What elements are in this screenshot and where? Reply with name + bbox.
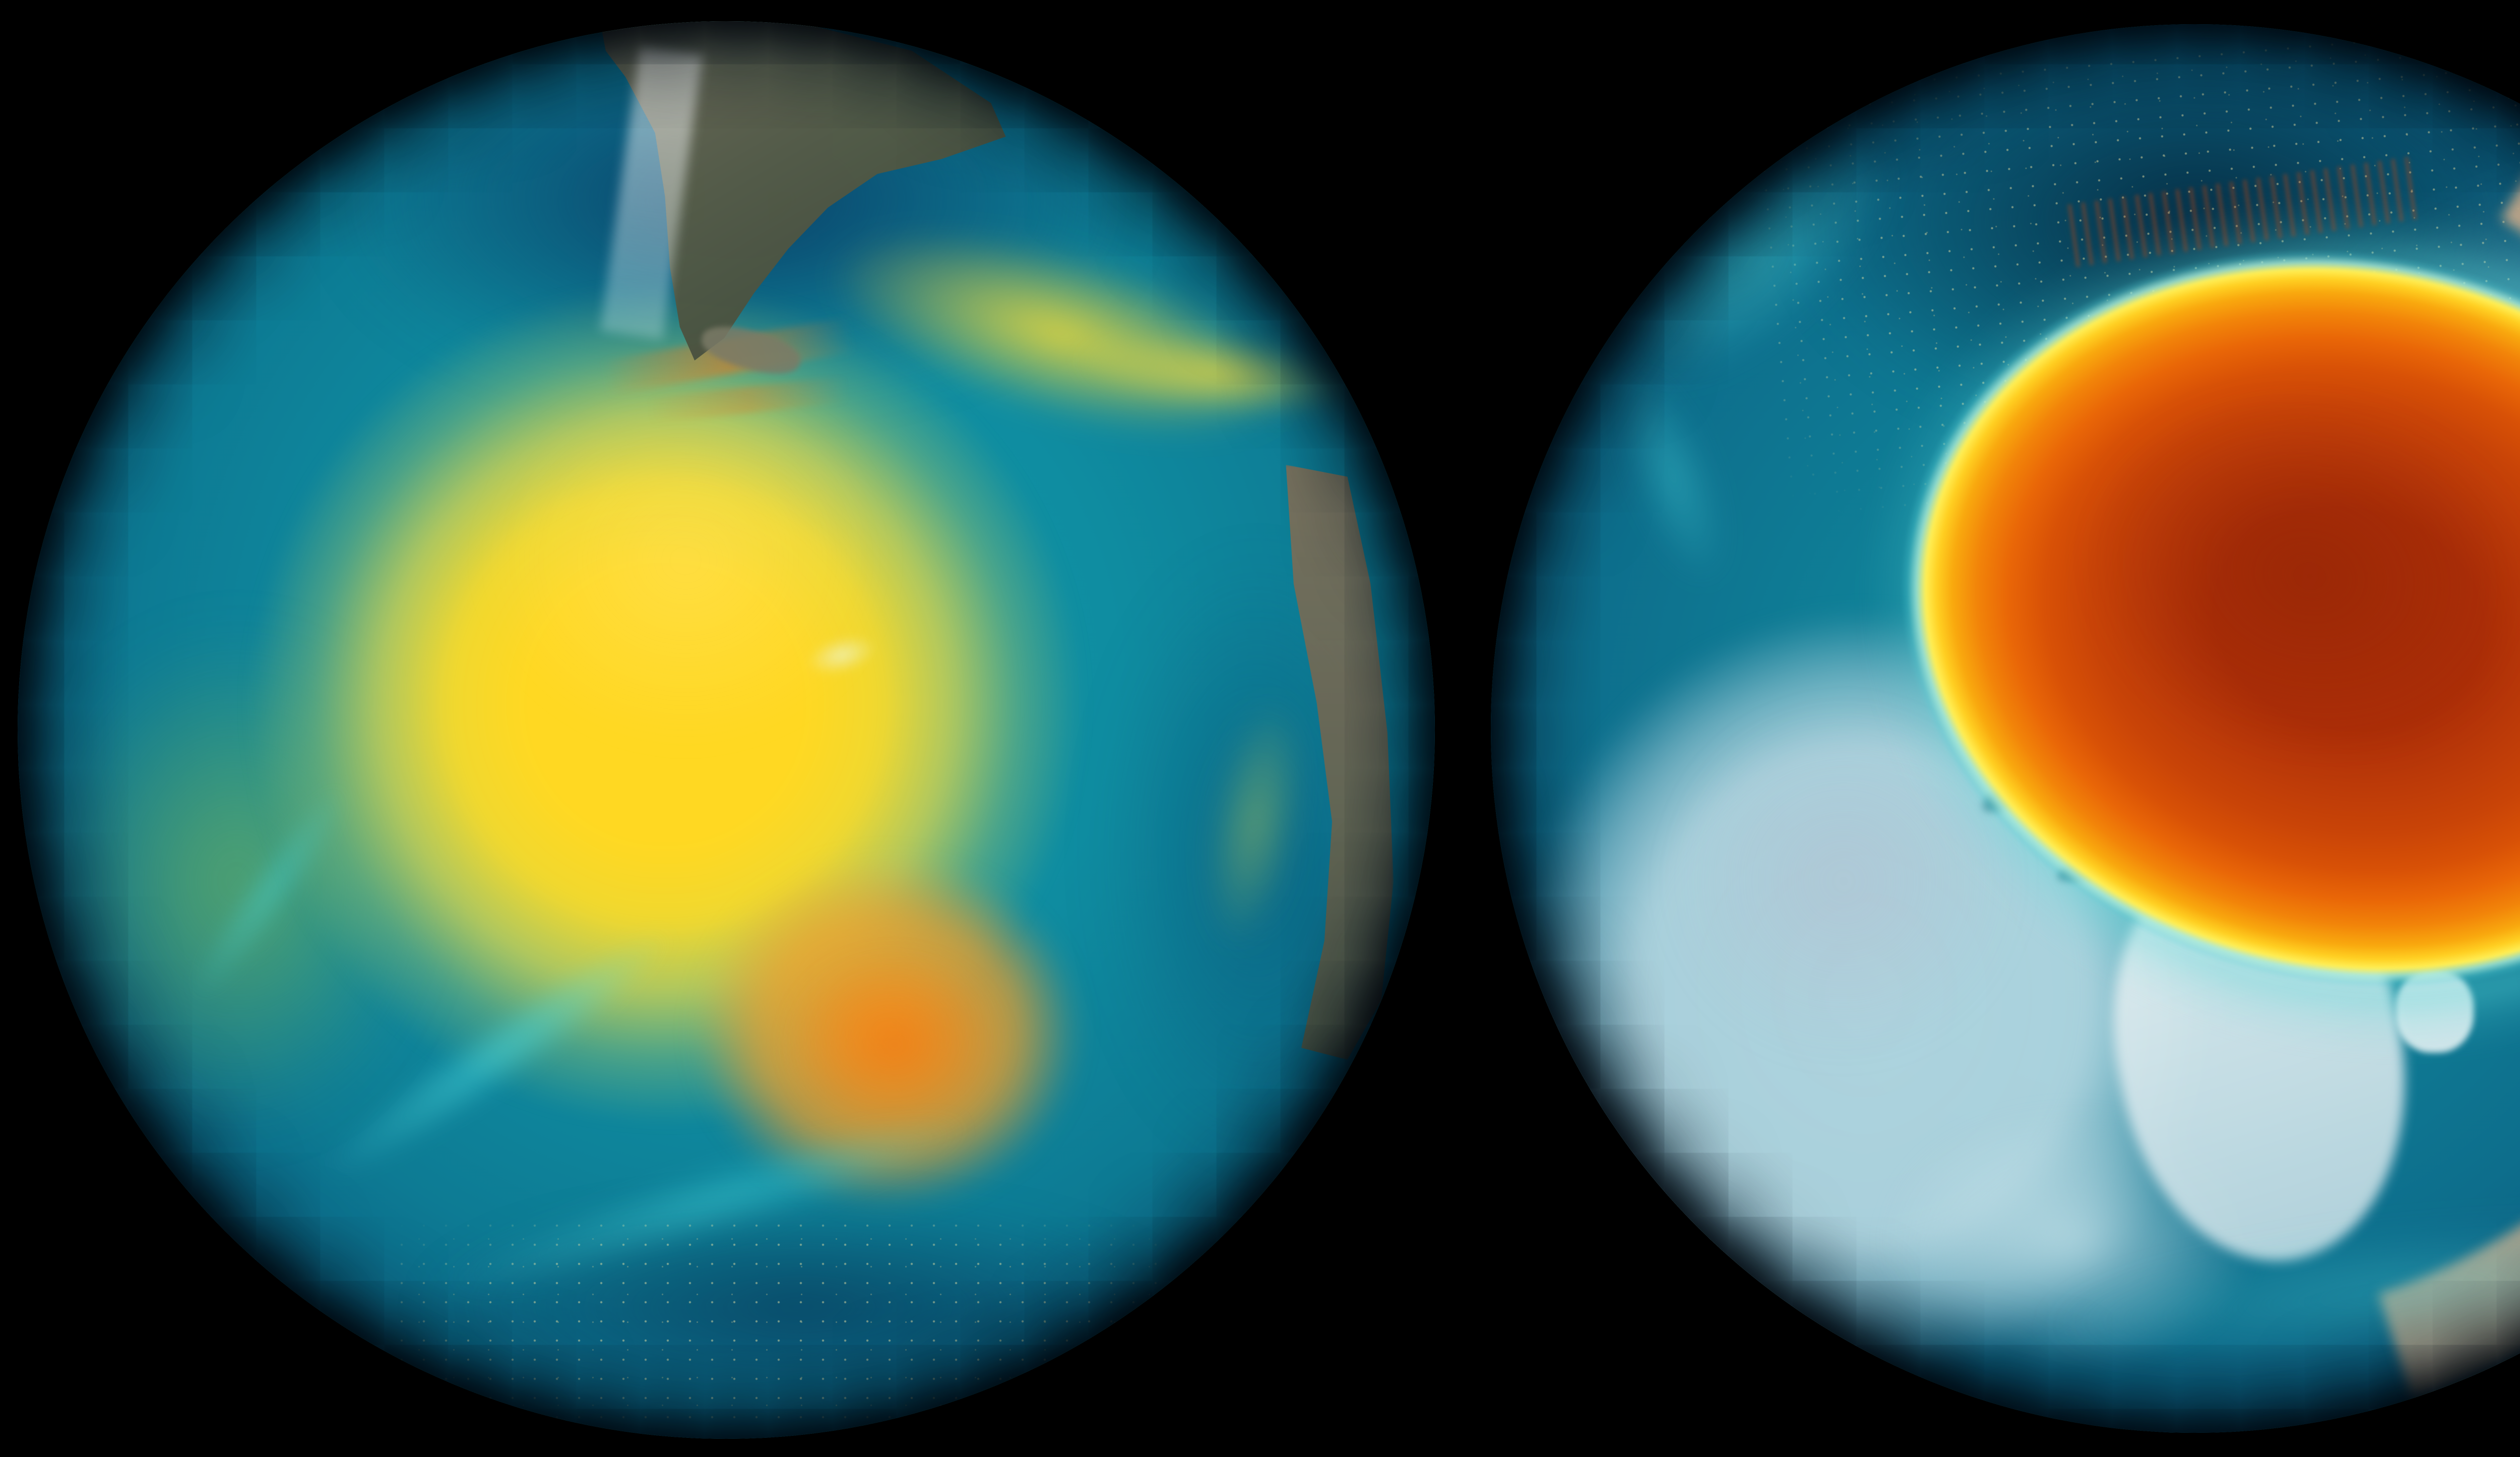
antarctic-ice-sheen: [416, 319, 955, 803]
night-city-lights: [391, 1216, 1157, 1423]
south-pole-globe: [18, 21, 1435, 1439]
north-pole-globe: [1491, 24, 2520, 1433]
night-side-shadow: [310, 1171, 1293, 1439]
